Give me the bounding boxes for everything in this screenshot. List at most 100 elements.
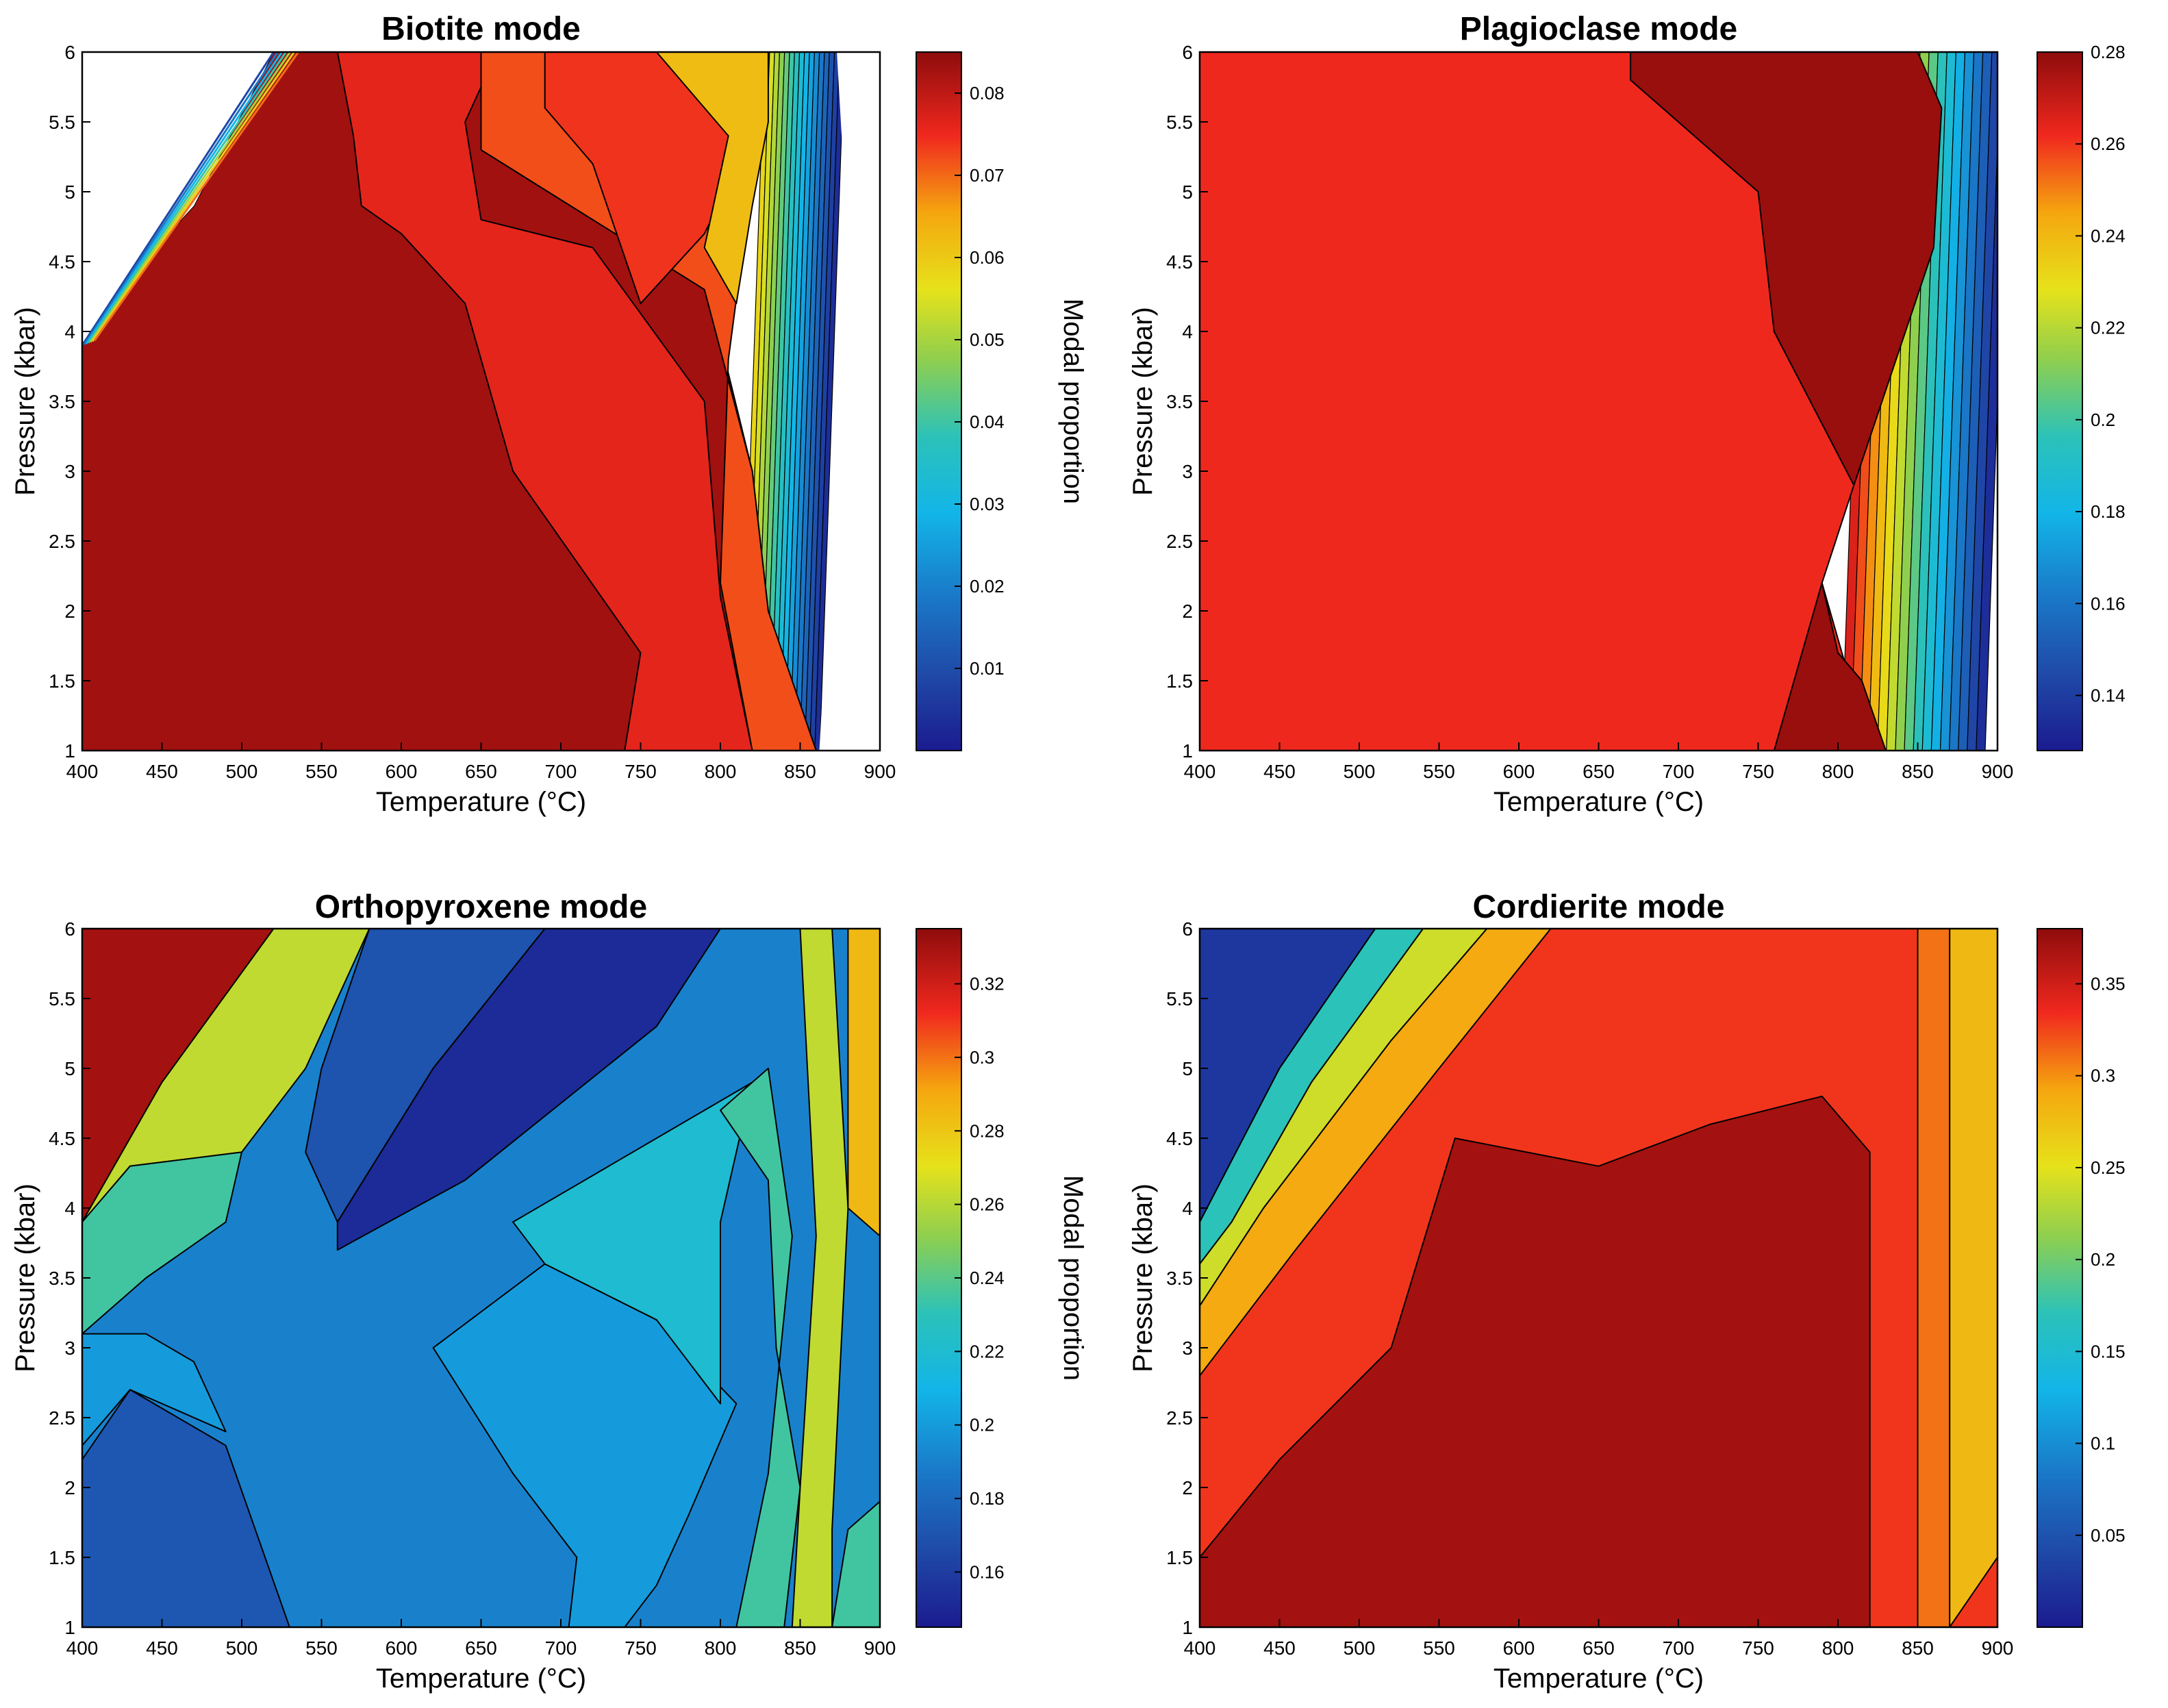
x-tick-label: 800 (705, 761, 737, 782)
x-tick-label: 850 (784, 761, 816, 782)
x-tick-label: 600 (1503, 1637, 1535, 1659)
chart-title: Cordierite mode (1472, 889, 1724, 925)
colorbar-tick-label: 0.16 (2091, 593, 2126, 614)
x-tick-label: 700 (1663, 761, 1695, 782)
y-tick-label: 2 (1182, 601, 1193, 622)
field-polygon (82, 1389, 290, 1627)
colorbar-tick-label: 0.03 (970, 494, 1005, 514)
x-axis-label: Temperature (°C) (1493, 1663, 1704, 1694)
x-tick-label: 800 (1822, 1637, 1854, 1659)
field-polygon (1200, 929, 1552, 1377)
field-polygon (791, 929, 849, 1627)
y-tick-label: 2.5 (1166, 531, 1193, 552)
colorbar-tick-label: 0.15 (2091, 1341, 2126, 1361)
colorbar-tick-label: 0.18 (2091, 501, 2126, 522)
y-tick-label: 4 (64, 1198, 75, 1219)
field-polygon (720, 1068, 801, 1627)
x-tick-label: 800 (1822, 761, 1854, 782)
chart-title: Biotite mode (381, 11, 581, 47)
contour-band (1967, 52, 1997, 751)
y-tick-label: 1.5 (1166, 670, 1193, 692)
contour-band (769, 52, 801, 751)
contour-band (1948, 52, 1984, 751)
y-tick-label: 5 (1182, 181, 1193, 203)
y-tick-label: 1 (64, 1617, 75, 1638)
y-tick-label: 3.5 (1166, 1268, 1193, 1289)
y-tick-label: 4 (64, 321, 75, 342)
colorbar-tick-label: 0.28 (970, 1120, 1005, 1141)
y-tick-label: 1.5 (49, 1547, 75, 1568)
x-axis-label: Temperature (°C) (376, 787, 586, 817)
contour-band (764, 52, 795, 751)
y-tick-label: 1.5 (49, 670, 75, 692)
y-tick-label: 3 (64, 461, 75, 482)
x-tick-label: 750 (1742, 1637, 1774, 1659)
colorbar-tick-label: 0.1 (2091, 1433, 2115, 1454)
contour-band (809, 52, 840, 751)
y-tick-label: 6 (64, 918, 75, 940)
contour-line (87, 52, 287, 344)
colorbar-gradient (916, 928, 962, 1628)
y-tick-label: 2 (64, 601, 75, 622)
y-tick-label: 5.5 (49, 112, 75, 133)
chart-title: Orthopyroxene mode (315, 889, 647, 925)
contour-band (774, 52, 805, 751)
empty-region (819, 52, 880, 751)
field-polygon (1630, 52, 1943, 486)
colorbar-label: Modal proportion (1058, 1175, 1088, 1381)
colorbar-tick-label: 0.26 (970, 1194, 1005, 1215)
x-tick-label: 900 (864, 1637, 896, 1659)
colorbar: 0.140.160.180.20.220.240.260.28Modal pro… (2037, 42, 2126, 751)
plot-area (82, 52, 880, 751)
y-tick-label: 5 (64, 1058, 75, 1079)
colorbar-tick-label: 0.35 (2091, 974, 2126, 994)
y-tick-label: 3.5 (49, 391, 75, 412)
plot-area (82, 929, 880, 1627)
chart-panel-1: 400 450 500 550 600 650 700 750 800 850 900 1 1.5 2 2.… (10, 11, 1088, 817)
y-tick-label: 3 (1182, 1337, 1193, 1359)
y-tick-label: 1 (1182, 740, 1193, 762)
colorbar: 0.01 0.02 0.03 0.04 0.05 0.06 0.07 0.08 Modal pr… (916, 51, 1088, 751)
plot-area (1200, 929, 1997, 1627)
colorbar-tick-label: 0.2 (970, 1415, 994, 1435)
y-tick-label: 5.5 (49, 988, 75, 1009)
colorbar-tick-label: 0.22 (970, 1341, 1005, 1361)
y-tick-label: 4.5 (49, 1128, 75, 1149)
field-polygon (1773, 582, 1887, 751)
x-tick-label: 450 (1263, 1637, 1296, 1659)
colorbar: 0.050.10.150.20.250.30.35Modal proportio… (2037, 928, 2126, 1628)
y-tick-label: 3.5 (49, 1268, 75, 1289)
colorbar-tick-label: 0.14 (2091, 685, 2126, 705)
contour-band (759, 52, 790, 751)
field-polygon (847, 929, 880, 1237)
y-tick-label: 5 (64, 181, 75, 203)
colorbar-tick-label: 0.02 (970, 576, 1005, 596)
colorbar-tick-label: 0.06 (970, 247, 1005, 268)
x-tick-label: 600 (386, 761, 418, 782)
y-tick-label: 4.5 (1166, 251, 1193, 273)
x-tick-label: 400 (66, 1637, 99, 1659)
colorbar-tick-label: 0.16 (970, 1561, 1005, 1582)
y-tick-label: 4.5 (1166, 1128, 1193, 1149)
field-polygon (336, 52, 753, 751)
x-tick-label: 600 (386, 1637, 418, 1659)
x-tick-label: 750 (625, 1637, 657, 1659)
y-tick-label: 6 (1182, 42, 1193, 63)
y-tick-label: 1 (64, 740, 75, 762)
contour-line (93, 52, 299, 342)
x-tick-label: 850 (784, 1637, 816, 1659)
y-tick-label: 3.5 (1166, 391, 1193, 412)
y-tick-label: 3 (64, 1337, 75, 1359)
x-tick-label: 700 (545, 761, 577, 782)
field-polygon (82, 1333, 227, 1446)
x-tick-label: 750 (1742, 761, 1774, 782)
colorbar-tick-label: 0.08 (970, 83, 1005, 103)
colorbar-tick-label: 0.24 (2091, 225, 2126, 246)
chart-panel-3: 400 450 500 550 600 650 700 750 800 850 900 1 1.5 2 2.… (10, 889, 1088, 1694)
x-tick-label: 650 (1583, 1637, 1615, 1659)
contour-line (89, 52, 291, 343)
x-tick-label: 400 (1184, 761, 1216, 782)
x-tick-label: 500 (1344, 761, 1376, 782)
y-axis-label: Pressure (kbar) (10, 1183, 40, 1372)
y-tick-label: 2.5 (49, 531, 75, 552)
